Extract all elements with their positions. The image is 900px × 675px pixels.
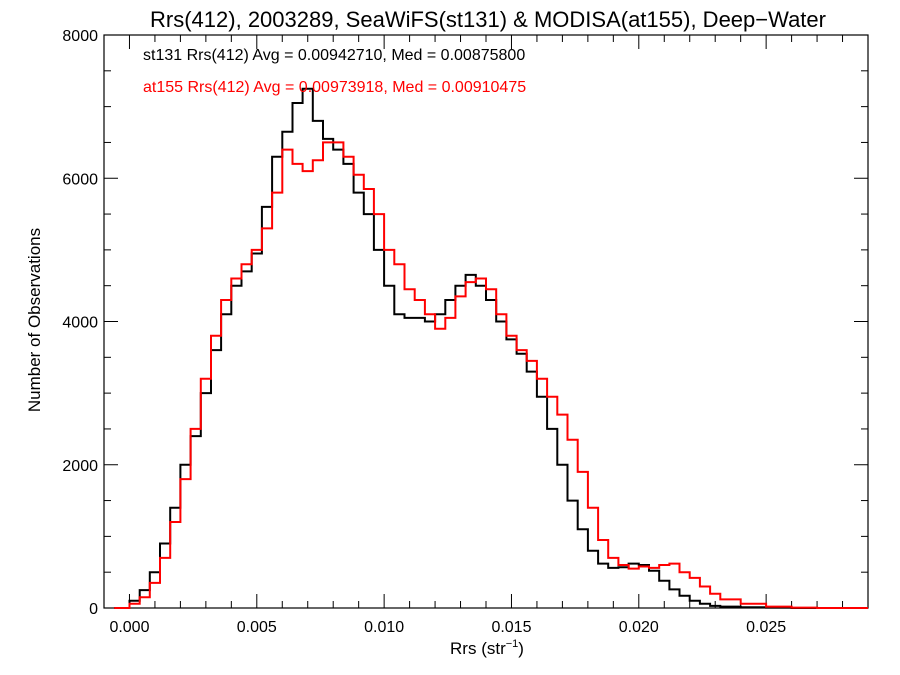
series-line-st131 <box>114 87 868 609</box>
x-axis-ticks <box>103 35 869 608</box>
x-tick-label: 0.015 <box>491 619 531 636</box>
y-axis-ticks <box>104 34 868 609</box>
x-tick-label: 0.010 <box>364 619 404 636</box>
x-axis-label-superscript: −1 <box>506 638 519 650</box>
legend-entry-at155: at155 Rrs(412) Avg = 0.00973918, Med = 0… <box>143 79 526 96</box>
y-tick-label: 4000 <box>62 315 98 332</box>
x-axis-label-close: ) <box>518 639 524 658</box>
x-axis-tick-labels: 0.000 0.005 0.010 0.015 0.020 0.025 <box>109 619 786 636</box>
legend-entry-st131: st131 Rrs(412) Avg = 0.00942710, Med = 0… <box>143 47 525 64</box>
x-tick-label: 0.000 <box>109 619 149 636</box>
y-tick-label: 6000 <box>62 171 98 188</box>
x-tick-label: 0.005 <box>237 619 277 636</box>
y-axis-label: Number of Observations <box>25 228 44 412</box>
y-tick-label: 0 <box>89 601 98 618</box>
y-axis-tick-labels: 0 2000 4000 6000 8000 <box>62 28 98 618</box>
chart-title: Rrs(412), 2003289, SeaWiFS(st131) & MODI… <box>150 7 826 32</box>
x-tick-label: 0.020 <box>619 619 659 636</box>
plot-area <box>103 34 869 609</box>
plot-frame <box>103 34 869 609</box>
series-lines <box>114 87 868 609</box>
x-tick-label: 0.025 <box>746 619 786 636</box>
y-tick-label: 8000 <box>62 28 98 45</box>
x-axis-label-main: Rrs (str <box>450 639 506 658</box>
series-line-at155 <box>114 141 868 609</box>
y-tick-label: 2000 <box>62 458 98 475</box>
x-axis-label: Rrs (str−1) <box>450 638 524 658</box>
